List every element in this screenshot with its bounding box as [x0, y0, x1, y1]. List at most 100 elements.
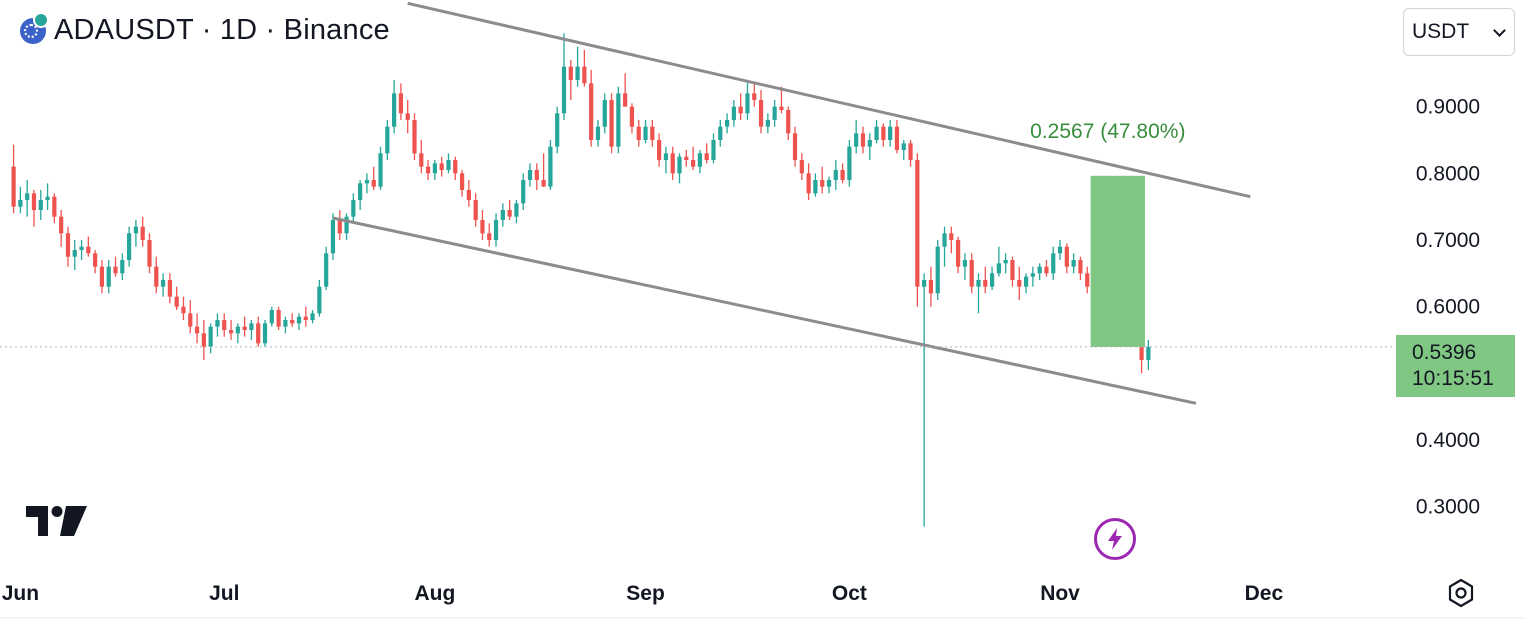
candle[interactable] [1023, 273, 1029, 294]
candle[interactable] [643, 120, 648, 144]
candle[interactable] [147, 233, 152, 274]
currency-select[interactable]: USDT [1403, 8, 1515, 56]
candle[interactable] [337, 210, 342, 240]
candle[interactable] [527, 163, 533, 187]
candle[interactable] [18, 186, 23, 214]
candle[interactable] [38, 190, 43, 220]
symbol-title[interactable]: ADAUSDT · 1D · Binance [54, 14, 390, 46]
candle[interactable] [901, 140, 906, 160]
candle[interactable] [480, 210, 485, 240]
candle[interactable] [779, 86, 784, 114]
candle[interactable] [711, 133, 716, 164]
candle[interactable] [208, 323, 213, 354]
candle[interactable] [663, 146, 669, 174]
candle[interactable] [935, 240, 940, 300]
candle[interactable] [154, 256, 159, 294]
candle[interactable] [942, 226, 947, 267]
candle[interactable] [718, 120, 723, 147]
candle[interactable] [867, 133, 872, 160]
candle[interactable] [1064, 243, 1069, 274]
lightning-icon[interactable] [1094, 518, 1136, 560]
candle[interactable] [425, 160, 431, 180]
candle[interactable] [677, 153, 682, 184]
candle[interactable] [269, 306, 274, 327]
candle[interactable] [507, 200, 512, 220]
candle[interactable] [466, 180, 471, 207]
candle[interactable] [45, 183, 50, 210]
candle[interactable] [976, 273, 981, 314]
candle[interactable] [65, 226, 71, 267]
candle[interactable] [1030, 266, 1035, 287]
candle[interactable] [188, 300, 193, 334]
candle[interactable] [623, 73, 628, 107]
candle[interactable] [215, 313, 220, 337]
candle[interactable] [222, 313, 227, 337]
candle[interactable] [167, 273, 172, 304]
candle[interactable] [806, 163, 811, 200]
candle[interactable] [174, 286, 179, 310]
gear-icon[interactable] [1446, 578, 1476, 608]
candle[interactable] [670, 146, 675, 180]
candle[interactable] [881, 123, 886, 147]
candle[interactable] [908, 140, 913, 167]
candle[interactable] [1037, 263, 1042, 280]
candle[interactable] [72, 240, 77, 270]
candle[interactable] [86, 236, 91, 257]
candle[interactable] [459, 170, 465, 197]
candle[interactable] [378, 146, 383, 190]
candle[interactable] [983, 266, 988, 294]
candle[interactable] [595, 120, 601, 147]
candle[interactable] [772, 100, 777, 127]
candle[interactable] [820, 166, 825, 194]
candle[interactable] [1078, 256, 1083, 280]
candle[interactable] [840, 163, 845, 184]
candle[interactable] [79, 240, 84, 260]
candle[interactable] [398, 83, 404, 120]
candle[interactable] [256, 316, 261, 347]
candle[interactable] [303, 306, 308, 327]
candle[interactable] [589, 70, 594, 147]
candle[interactable] [228, 320, 234, 340]
candle[interactable] [242, 316, 247, 337]
candle[interactable] [915, 153, 920, 307]
candle[interactable] [534, 163, 539, 190]
candle[interactable] [385, 120, 390, 160]
candle[interactable] [140, 216, 145, 247]
time-axis[interactable]: Jun Jul Aug Sep Oct Nov Dec [2, 582, 1284, 605]
candle[interactable] [752, 83, 757, 107]
candle[interactable] [317, 280, 322, 317]
candle[interactable] [1044, 260, 1049, 277]
candle[interactable] [956, 236, 961, 274]
candle[interactable] [432, 160, 437, 180]
tradingview-logo[interactable] [26, 506, 88, 536]
candle[interactable] [276, 306, 281, 330]
channel-upper-line[interactable] [407, 1, 1251, 199]
candle[interactable] [330, 213, 336, 260]
candle[interactable] [962, 253, 968, 280]
candle[interactable] [561, 33, 567, 120]
candle[interactable] [453, 156, 458, 180]
candle[interactable] [521, 173, 526, 210]
candle[interactable] [446, 153, 451, 174]
candle[interactable] [629, 103, 635, 134]
candle[interactable] [1146, 340, 1151, 370]
candle[interactable] [555, 106, 560, 154]
candle[interactable] [697, 150, 703, 174]
channel-lower-line[interactable] [332, 216, 1197, 405]
candle[interactable] [799, 153, 804, 180]
candle[interactable] [888, 120, 893, 147]
candle[interactable] [351, 193, 356, 224]
candle[interactable] [93, 250, 98, 274]
candle[interactable] [989, 266, 995, 290]
price-axis[interactable]: 0.30000.40000.60000.70000.80000.90001.00… [1416, 29, 1480, 519]
projection-box[interactable] [1090, 175, 1145, 347]
candle[interactable] [765, 113, 770, 134]
candle[interactable] [792, 126, 798, 167]
candle[interactable] [127, 226, 132, 267]
candle[interactable] [745, 80, 750, 120]
candle[interactable] [500, 203, 505, 227]
candle[interactable] [738, 93, 743, 120]
candle[interactable] [371, 166, 376, 190]
candle[interactable] [419, 140, 424, 174]
